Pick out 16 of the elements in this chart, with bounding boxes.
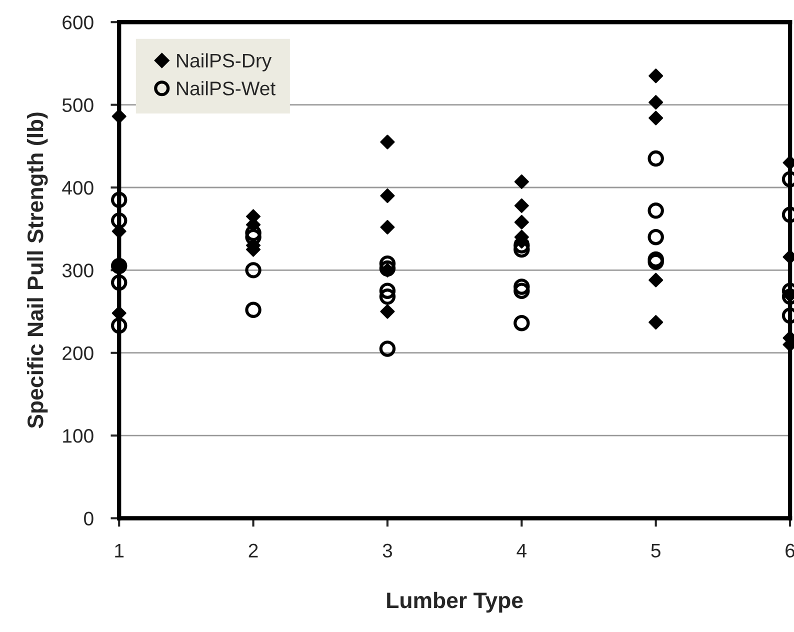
y-tick-label: 500 — [62, 98, 94, 112]
y-tick-label: 300 — [62, 264, 94, 278]
x-tick-label: 4 — [516, 544, 526, 558]
y-tick-label: 400 — [62, 180, 94, 195]
y-tick-label: 200 — [62, 346, 94, 360]
y-axis-title: Specific Nail Pull Strength (lb) — [26, 112, 48, 428]
y-tick-label: 100 — [63, 429, 94, 443]
y-tick-label: 600 — [62, 16, 94, 30]
x-axis-title: Lumber Type — [387, 592, 523, 613]
x-tick-label: 2 — [248, 544, 258, 558]
x-tick-label: 5 — [651, 544, 660, 558]
legend-label: NailPS-Wet — [177, 81, 276, 96]
x-tick-label: 1 — [115, 544, 124, 558]
legend-label: NailPS-Dry — [177, 53, 272, 72]
y-tick-label: 0 — [84, 512, 94, 526]
x-tick-label: 3 — [382, 544, 392, 558]
